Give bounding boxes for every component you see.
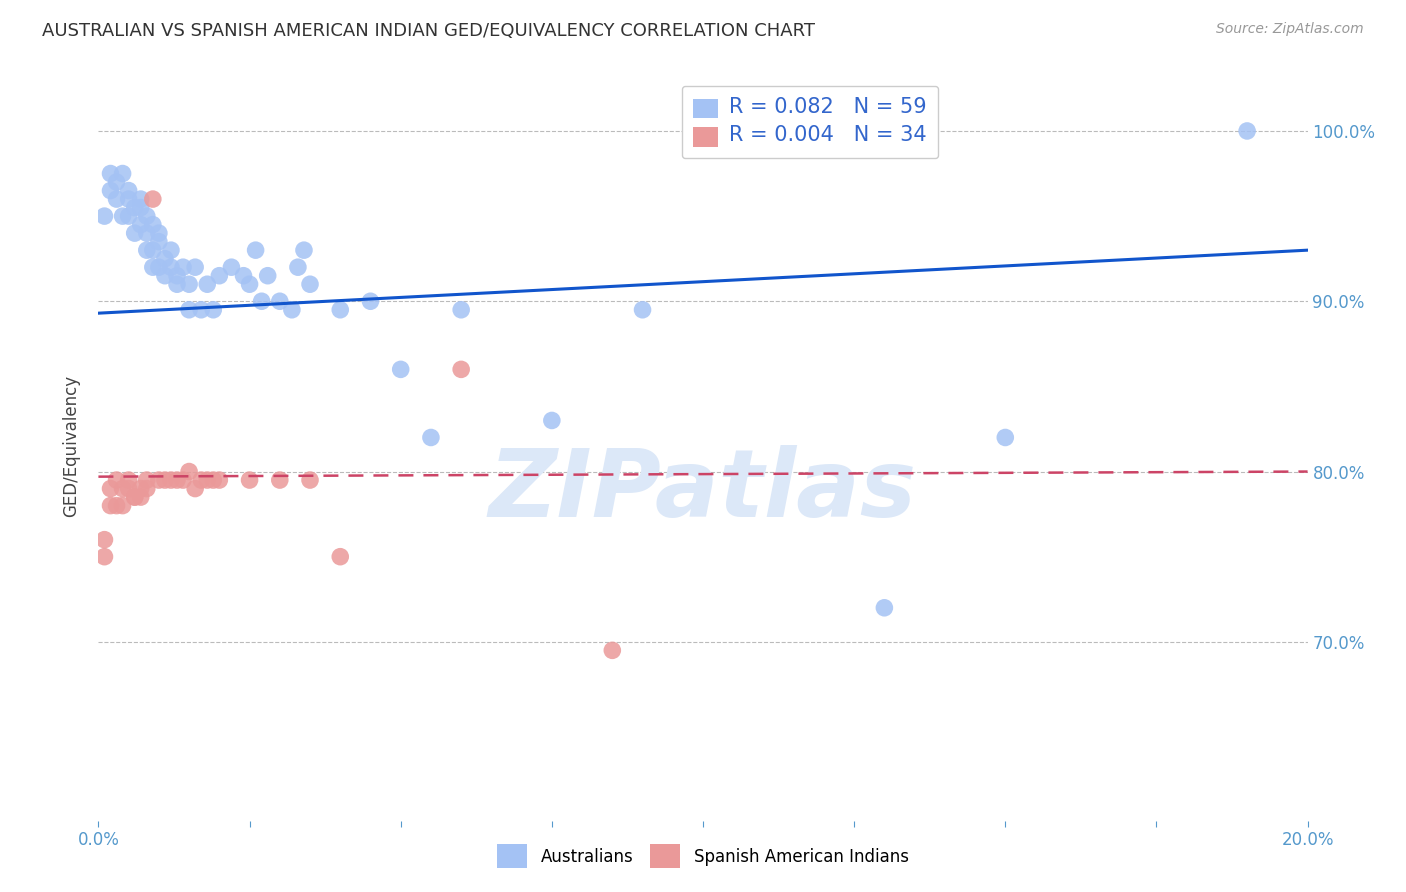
Point [118, 473, 141, 487]
Point [1236, 124, 1258, 138]
Point [105, 192, 128, 206]
Point [124, 490, 146, 504]
Point [166, 473, 188, 487]
Point [124, 490, 146, 504]
Point [100, 482, 122, 496]
Point [129, 218, 152, 232]
Point [129, 482, 152, 496]
Point [124, 226, 146, 240]
Point [208, 473, 231, 487]
Point [245, 243, 267, 257]
Point [873, 600, 896, 615]
Point [148, 226, 170, 240]
Point [208, 268, 231, 283]
Point [118, 184, 141, 198]
Point [135, 482, 157, 496]
Point [148, 473, 170, 487]
Point [299, 473, 322, 487]
Point [118, 482, 141, 496]
Point [118, 192, 141, 206]
Text: Source: ZipAtlas.com: Source: ZipAtlas.com [1216, 22, 1364, 37]
Point [190, 302, 212, 317]
Point [153, 252, 176, 266]
Point [111, 482, 134, 496]
Point [135, 243, 157, 257]
Y-axis label: GED/Equivalency: GED/Equivalency [62, 375, 80, 517]
Point [420, 430, 443, 444]
Point [221, 260, 243, 275]
Point [142, 192, 165, 206]
Point [389, 362, 412, 376]
Point [994, 430, 1017, 444]
Point [100, 499, 122, 513]
Point [111, 209, 134, 223]
Legend: R = 0.082   N = 59, R = 0.004   N = 34: R = 0.082 N = 59, R = 0.004 N = 34 [682, 86, 938, 158]
Point [232, 268, 254, 283]
Point [105, 175, 128, 189]
Point [179, 277, 201, 292]
Point [148, 235, 170, 249]
Point [93, 533, 115, 547]
Point [602, 643, 624, 657]
Point [172, 260, 194, 275]
Point [142, 243, 165, 257]
Point [105, 499, 128, 513]
Point [129, 192, 152, 206]
Point [190, 473, 212, 487]
Point [135, 473, 157, 487]
Point [111, 167, 134, 181]
Point [292, 243, 315, 257]
Point [172, 473, 194, 487]
Point [135, 226, 157, 240]
Point [239, 277, 262, 292]
Point [105, 473, 128, 487]
Point [160, 473, 183, 487]
Point [93, 549, 115, 564]
Point [166, 277, 188, 292]
Point [184, 260, 207, 275]
Point [360, 294, 382, 309]
Point [118, 209, 141, 223]
Point [160, 260, 183, 275]
Point [329, 549, 352, 564]
Point [256, 268, 278, 283]
Point [269, 294, 291, 309]
Point [269, 473, 291, 487]
Point [100, 184, 122, 198]
Point [202, 473, 225, 487]
Point [281, 302, 304, 317]
Point [299, 277, 322, 292]
Point [250, 294, 273, 309]
Point [111, 499, 134, 513]
Point [450, 362, 472, 376]
Point [329, 302, 352, 317]
Point [179, 465, 201, 479]
Point [239, 473, 262, 487]
Point [148, 260, 170, 275]
Point [135, 209, 157, 223]
Point [631, 302, 654, 317]
Point [202, 302, 225, 317]
Point [100, 167, 122, 181]
Point [195, 277, 218, 292]
Point [179, 302, 201, 317]
Point [195, 473, 218, 487]
Point [287, 260, 309, 275]
Point [160, 243, 183, 257]
Point [540, 413, 562, 427]
Point [166, 268, 188, 283]
Point [124, 201, 146, 215]
Point [129, 490, 152, 504]
Text: ZIPatlas: ZIPatlas [489, 445, 917, 537]
Point [129, 201, 152, 215]
Point [153, 268, 176, 283]
Point [184, 482, 207, 496]
Point [93, 209, 115, 223]
Point [153, 473, 176, 487]
Point [142, 260, 165, 275]
Point [450, 302, 472, 317]
Point [142, 218, 165, 232]
Text: AUSTRALIAN VS SPANISH AMERICAN INDIAN GED/EQUIVALENCY CORRELATION CHART: AUSTRALIAN VS SPANISH AMERICAN INDIAN GE… [42, 22, 815, 40]
Legend: Australians, Spanish American Indians: Australians, Spanish American Indians [491, 838, 915, 875]
